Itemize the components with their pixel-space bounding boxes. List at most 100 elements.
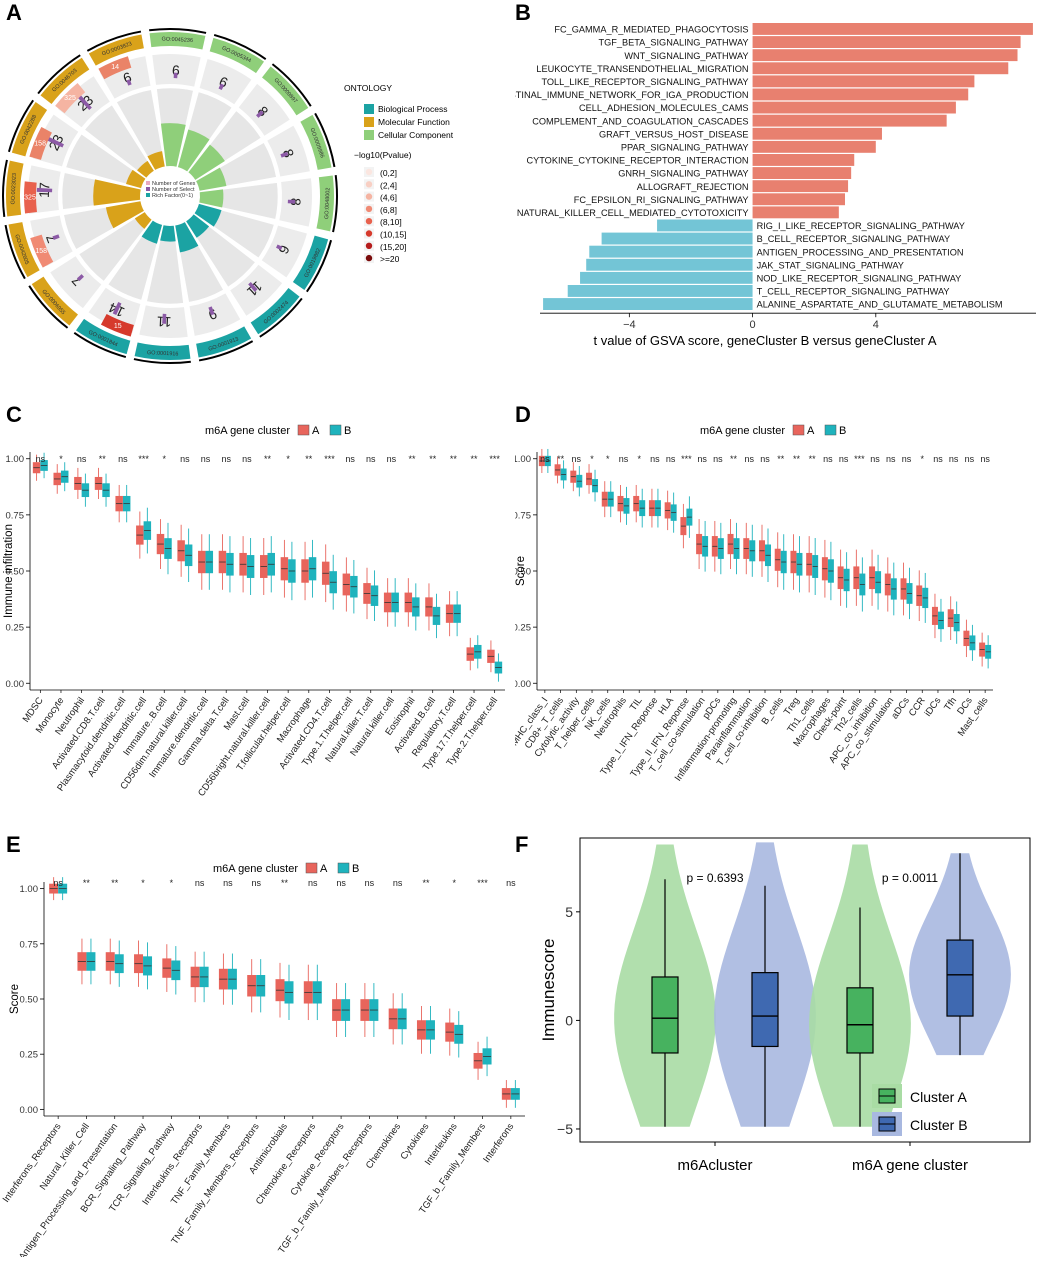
y-tick-label: 0.00 (515, 679, 531, 690)
gsva-pathway-label: FC_EPSILON_RI_SIGNALING_PATHWAY (574, 195, 749, 205)
y-tick-label: 0.00 (20, 1105, 39, 1116)
significance-label: ns (221, 454, 231, 464)
significance-label: ** (777, 454, 785, 464)
sector-band (250, 288, 300, 335)
legend-label: A (312, 425, 320, 437)
y-tick-label: 5 (565, 904, 573, 920)
legend-title: m6A gene cluster (213, 863, 298, 875)
significance-label: * (606, 454, 610, 464)
sector-band (134, 342, 191, 360)
pvalue-box (98, 56, 132, 80)
y-tick-label: 0.75 (515, 510, 531, 521)
y-tick-label: 0.25 (20, 1050, 39, 1061)
legend-key (329, 424, 342, 436)
rich-factor-bar (160, 225, 176, 242)
panel-d-score-boxplot: 0.00 0.25 0.50 0.75 1.00 Score m6A gene cluste… (509, 400, 1038, 830)
ontology-legend-key (364, 104, 374, 114)
p-value-label: p = 0.0011 (882, 871, 938, 885)
outer-axis-ring (213, 33, 267, 60)
gsva-bar (752, 114, 947, 127)
significance-label: *** (854, 454, 865, 464)
immunescore-violin: −5 0 5 Immunescore m6Acluster p = 0.6393 m6A g… (539, 837, 1031, 1174)
gsva-pathway-label: ALANINE_ASPARTATE_AND_GLUTAMATE_METABOLI… (757, 300, 1003, 310)
significance-label: ns (713, 454, 723, 464)
pvalue-legend-label: (6,8] (380, 205, 397, 215)
gsva-bar (752, 206, 839, 219)
y-tick-label: 0.00 (6, 679, 25, 690)
select-marker (218, 83, 225, 90)
y-tick-label: 0.25 (515, 623, 531, 634)
bar-count-label: 158 (34, 141, 46, 148)
gsva-bar (543, 298, 753, 310)
panel-a-circos: GO:0045236 6 GO:0005344 6 GO:0009897 8 GO:0009… (0, 0, 515, 400)
gsva-bar (657, 219, 753, 232)
gsva-bar (752, 101, 956, 114)
y-tick-label: 0.75 (6, 510, 25, 521)
sector-band (300, 114, 332, 170)
gsva-pathway-label: T_CELL_RECEPTOR_SIGNALING_PATHWAY (757, 287, 950, 297)
gsva-pathway-label: RIG_I_LIKE_RECEPTOR_SIGNALING_PATHWAY (757, 221, 965, 231)
inner-legend-label: Number of Select (152, 187, 195, 193)
significance-label: ns (336, 878, 346, 888)
panel-c-immune-boxplot: 0.00 0.25 0.50 0.75 1.00 Immune infiltration m… (0, 400, 515, 830)
significance-label: ns (201, 454, 211, 464)
significance-label: * (920, 454, 924, 464)
x-tick-label: 4 (873, 319, 879, 331)
inner-ring-bg (84, 104, 155, 179)
outer-axis-ring (7, 99, 34, 153)
significance-label: ns (118, 454, 128, 464)
rich-factor-bar (175, 222, 199, 253)
significance-label: ns (572, 454, 582, 464)
gsva-bar (752, 193, 845, 206)
sector-band (149, 32, 206, 50)
significance-label: ns (393, 878, 403, 888)
gsva-bar (567, 285, 753, 297)
significance-label: ns (666, 454, 676, 464)
significance-label: ns (965, 454, 975, 464)
score-boxplot: 0.00 0.25 0.50 0.75 1.00 Score m6A gene cluste… (509, 424, 993, 783)
gsva-pathway-label: B_CELL_RECEPTOR_SIGNALING_PATHWAY (757, 234, 951, 244)
sector-band (262, 66, 309, 116)
significance-label: ns (251, 878, 261, 888)
gsva-pathway-label: TOLL_LIKE_RECEPTOR_SIGNALING_PATHWAY (541, 77, 748, 87)
gsva-bar (752, 180, 849, 193)
gsva-pathway-label: GNRH_SIGNALING_PATHWAY (618, 169, 748, 179)
mid-ring-bg (238, 83, 290, 136)
select-marker (173, 72, 178, 79)
pvalue-box (100, 314, 134, 337)
panel-letter-b: B (515, 0, 531, 25)
inner-legend-label: Rich Factor(0~1) (152, 193, 193, 199)
bar-count-label: 325 (64, 95, 76, 102)
sector-band (88, 34, 144, 66)
significance-label: * (141, 878, 145, 888)
rich-factor-bar (194, 203, 222, 227)
mid-ring-bg (50, 256, 102, 309)
inner-ring-bg (65, 133, 146, 189)
significance-label: ns (387, 454, 397, 464)
outer-axis-ring (332, 175, 338, 233)
significance-label: ns (823, 454, 833, 464)
pvalue-legend-label: (4,6] (380, 193, 397, 203)
ontology-legend-label: Biological Process (378, 104, 447, 114)
outer-axis-ring (2, 159, 8, 217)
significance-label: ns (53, 878, 63, 888)
inner-ring-bg (78, 211, 153, 282)
select-marker (280, 151, 289, 158)
select-marker (276, 244, 283, 251)
gsva-bar (752, 127, 882, 140)
significance-label: ns (308, 878, 318, 888)
y-tick-label: 0.50 (515, 567, 531, 578)
sector-band (196, 326, 252, 358)
x-tick-label: m6Acluster (677, 1157, 752, 1174)
gsva-pathway-label: NOD_LIKE_RECEPTOR_SIGNALING_PATHWAY (757, 274, 962, 284)
significance-label: ns (870, 454, 880, 464)
ontology-legend-label: Molecular Function (378, 117, 450, 127)
pvalue-legend-title: −log10(Pvalue) (354, 150, 412, 160)
panel-b-gsva: FC_GAMMA_R_MEDIATED_PHAGOCYTOSIS TGF_BETA… (489, 0, 1038, 400)
select-marker (208, 306, 215, 316)
mid-ring-bg (261, 225, 307, 278)
significance-label: ns (697, 454, 707, 464)
y-axis-title: Score (9, 984, 21, 1014)
ontology-legend-label: Cellular Component (378, 130, 454, 140)
pvalue-legend-label: (15,20] (380, 242, 406, 252)
